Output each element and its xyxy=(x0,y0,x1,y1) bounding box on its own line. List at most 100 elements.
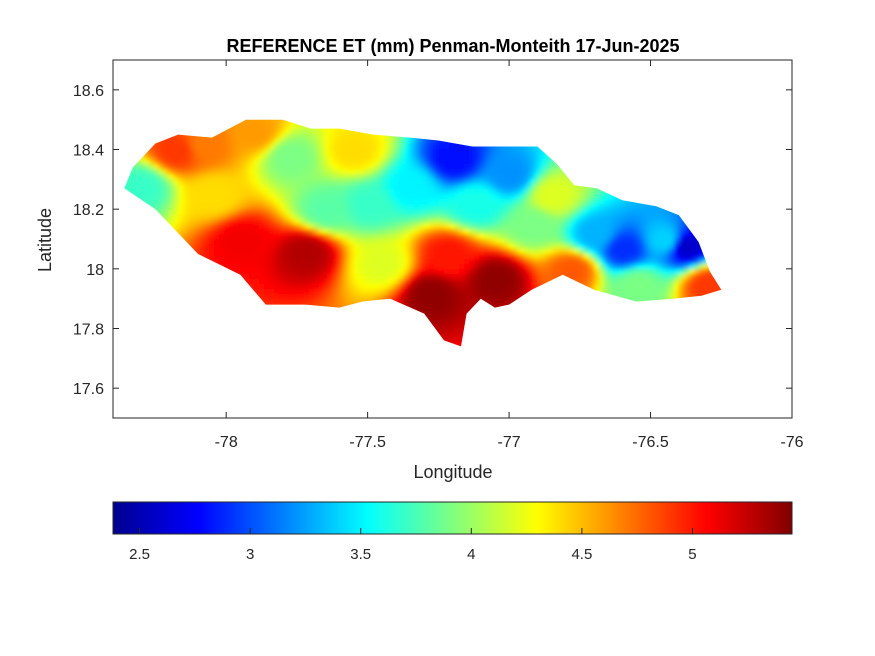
et-cell xyxy=(284,294,291,301)
et-cell xyxy=(169,154,176,161)
et-cell xyxy=(489,299,496,306)
et-cell xyxy=(634,214,641,221)
et-cell xyxy=(194,239,201,246)
et-cell xyxy=(544,274,551,281)
et-cell xyxy=(254,174,261,181)
et-cell xyxy=(439,224,446,231)
et-cell xyxy=(659,259,666,266)
et-cell xyxy=(414,189,421,196)
et-cell xyxy=(299,124,306,131)
et-cell xyxy=(369,274,376,281)
et-cell xyxy=(239,264,246,271)
et-cell xyxy=(469,154,476,161)
et-cell xyxy=(329,244,336,251)
et-cell xyxy=(354,214,361,221)
et-cell xyxy=(679,254,686,261)
et-cell xyxy=(414,279,421,286)
et-cell xyxy=(294,179,301,186)
et-cell xyxy=(364,224,371,231)
et-cell xyxy=(599,279,606,286)
et-cell xyxy=(289,254,296,261)
et-cell xyxy=(244,214,251,221)
et-cell xyxy=(414,274,421,281)
et-cell xyxy=(469,244,476,251)
et-cell xyxy=(444,199,451,206)
et-cell xyxy=(519,179,526,186)
et-cell xyxy=(324,159,331,166)
et-cell xyxy=(269,209,276,216)
et-cell xyxy=(319,209,326,216)
et-cell xyxy=(539,279,546,286)
et-cell xyxy=(399,179,406,186)
et-cell xyxy=(304,144,311,151)
et-cell xyxy=(619,244,626,251)
et-cell xyxy=(474,244,481,251)
et-cell xyxy=(549,204,556,211)
et-cell xyxy=(134,164,141,171)
et-cell xyxy=(344,224,351,231)
et-cell xyxy=(224,234,231,241)
et-cell xyxy=(429,249,436,256)
et-cell xyxy=(479,164,486,171)
et-cell xyxy=(649,214,656,221)
et-cell xyxy=(499,164,506,171)
et-cell xyxy=(444,269,451,276)
et-cell xyxy=(349,244,356,251)
et-cell xyxy=(274,194,281,201)
et-cell xyxy=(199,229,206,236)
et-cell xyxy=(289,234,296,241)
et-cell xyxy=(514,279,521,286)
et-cell xyxy=(614,234,621,241)
et-cell xyxy=(404,199,411,206)
et-cell xyxy=(649,289,656,296)
et-cell xyxy=(504,289,511,296)
et-cell xyxy=(434,204,441,211)
et-cell xyxy=(374,259,381,266)
et-cell xyxy=(324,209,331,216)
et-cell xyxy=(289,174,296,181)
et-cell xyxy=(294,149,301,156)
et-cell xyxy=(294,244,301,251)
et-cell xyxy=(169,134,176,141)
et-cell xyxy=(429,294,436,301)
et-cell xyxy=(329,194,336,201)
et-cell xyxy=(349,199,356,206)
et-cell xyxy=(264,139,271,146)
et-cell xyxy=(344,159,351,166)
et-cell xyxy=(414,149,421,156)
et-cell xyxy=(694,244,701,251)
et-cell xyxy=(189,134,196,141)
et-cell xyxy=(484,239,491,246)
et-cell xyxy=(199,164,206,171)
et-cell xyxy=(219,199,226,206)
et-cell xyxy=(619,264,626,271)
et-cell xyxy=(589,269,596,276)
et-cell xyxy=(169,184,176,191)
et-cell xyxy=(519,189,526,196)
et-cell xyxy=(589,279,596,286)
et-cell xyxy=(319,269,326,276)
et-cell xyxy=(269,284,276,291)
et-cell xyxy=(379,239,386,246)
et-cell xyxy=(514,204,521,211)
et-cell xyxy=(349,299,356,306)
et-cell xyxy=(324,149,331,156)
et-cell xyxy=(539,174,546,181)
et-cell xyxy=(444,184,451,191)
et-cell xyxy=(254,259,261,266)
et-cell xyxy=(234,179,241,186)
et-cell xyxy=(624,264,631,271)
et-cell xyxy=(569,239,576,246)
et-cell xyxy=(184,179,191,186)
et-cell xyxy=(369,239,376,246)
et-cell xyxy=(169,164,176,171)
et-cell xyxy=(204,219,211,226)
et-cell xyxy=(324,239,331,246)
et-cell xyxy=(349,129,356,136)
et-cell xyxy=(649,239,656,246)
et-cell xyxy=(484,174,491,181)
et-cell xyxy=(324,189,331,196)
et-cell xyxy=(359,154,366,161)
et-cell xyxy=(494,239,501,246)
et-cell xyxy=(404,274,411,281)
